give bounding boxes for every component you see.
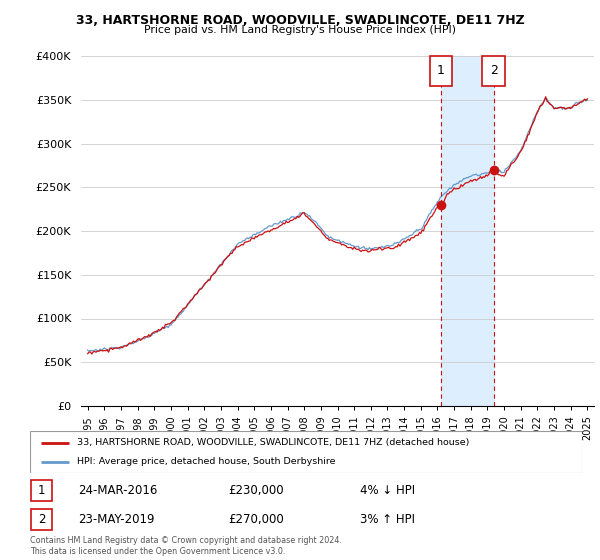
Bar <box>430 56 452 86</box>
Text: 33, HARTSHORNE ROAD, WOODVILLE, SWADLINCOTE, DE11 7HZ (detached house): 33, HARTSHORNE ROAD, WOODVILLE, SWADLINC… <box>77 438 469 447</box>
Bar <box>441 56 494 406</box>
Text: £270,000: £270,000 <box>228 513 284 526</box>
Text: Price paid vs. HM Land Registry's House Price Index (HPI): Price paid vs. HM Land Registry's House … <box>144 25 456 35</box>
Text: £230,000: £230,000 <box>228 484 284 497</box>
FancyBboxPatch shape <box>31 480 52 501</box>
Text: Contains HM Land Registry data © Crown copyright and database right 2024.
This d: Contains HM Land Registry data © Crown c… <box>30 536 342 556</box>
Bar <box>482 56 505 86</box>
FancyBboxPatch shape <box>30 431 582 473</box>
Text: 1: 1 <box>38 484 45 497</box>
Text: 24-MAR-2016: 24-MAR-2016 <box>78 484 157 497</box>
Text: 3% ↑ HPI: 3% ↑ HPI <box>360 513 415 526</box>
Text: 2: 2 <box>38 513 45 526</box>
Text: HPI: Average price, detached house, South Derbyshire: HPI: Average price, detached house, Sout… <box>77 458 335 466</box>
Text: 2: 2 <box>490 64 497 77</box>
Text: 4% ↓ HPI: 4% ↓ HPI <box>360 484 415 497</box>
Text: 33, HARTSHORNE ROAD, WOODVILLE, SWADLINCOTE, DE11 7HZ: 33, HARTSHORNE ROAD, WOODVILLE, SWADLINC… <box>76 14 524 27</box>
FancyBboxPatch shape <box>31 509 52 530</box>
Text: 1: 1 <box>437 64 445 77</box>
Text: 23-MAY-2019: 23-MAY-2019 <box>78 513 155 526</box>
